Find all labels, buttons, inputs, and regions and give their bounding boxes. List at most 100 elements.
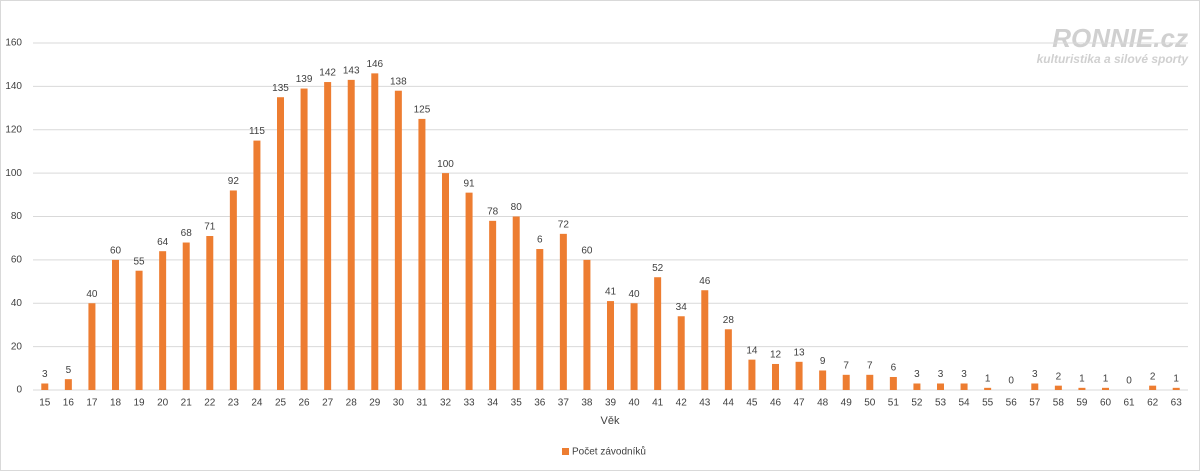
x-tick-label: 40	[629, 398, 641, 409]
bar	[347, 79, 355, 391]
x-tick-label: 16	[63, 398, 75, 409]
bar	[819, 370, 827, 390]
data-label: 3	[1032, 369, 1038, 380]
bar	[206, 236, 214, 390]
data-label: 3	[938, 369, 944, 380]
bar	[229, 190, 237, 390]
data-label: 143	[343, 66, 360, 77]
x-tick-label: 47	[794, 398, 806, 409]
data-label: 7	[867, 360, 873, 371]
x-tick-label: 25	[275, 398, 287, 409]
x-tick-label: 20	[157, 398, 169, 409]
data-label: 78	[487, 206, 499, 217]
x-tick-label: 22	[204, 398, 216, 409]
data-label: 6	[537, 235, 543, 246]
x-tick-label: 55	[982, 398, 994, 409]
watermark-subtitle: kulturistika a silové sporty	[1037, 52, 1190, 66]
data-label: 0	[1126, 376, 1132, 387]
data-label: 135	[272, 83, 289, 94]
bar	[159, 251, 167, 390]
data-label: 64	[157, 237, 169, 248]
x-tick-label: 61	[1124, 398, 1136, 409]
data-label: 125	[414, 105, 431, 116]
x-tick-label: 51	[888, 398, 900, 409]
data-label: 0	[1008, 376, 1014, 387]
x-tick-label: 34	[487, 398, 499, 409]
data-label: 40	[629, 289, 641, 300]
bar	[559, 233, 567, 390]
bar	[654, 277, 662, 390]
x-tick-label: 48	[817, 398, 829, 409]
bar	[1054, 385, 1062, 390]
bar	[465, 192, 473, 390]
x-axis-label: Věk	[601, 415, 620, 427]
data-label: 115	[249, 126, 265, 137]
watermark-title: RONNIE.cz	[1052, 23, 1188, 53]
x-tick-label: 41	[652, 398, 664, 409]
data-label: 55	[134, 256, 146, 267]
x-tick-label: 33	[464, 398, 476, 409]
data-label: 71	[204, 222, 216, 233]
bar	[41, 383, 49, 390]
data-label: 3	[42, 369, 48, 380]
data-label: 1	[985, 373, 991, 384]
y-tick-label: 160	[5, 38, 22, 49]
x-tick-label: 38	[581, 398, 593, 409]
data-label: 6	[891, 363, 897, 374]
x-tick-label: 50	[864, 398, 876, 409]
x-tick-label: 35	[511, 398, 523, 409]
x-tick-label: 43	[699, 398, 711, 409]
data-label: 92	[228, 176, 240, 187]
data-label: 80	[511, 202, 523, 213]
data-label: 60	[110, 246, 122, 257]
bar	[324, 82, 332, 390]
data-label: 5	[66, 365, 72, 376]
data-label: 28	[723, 315, 735, 326]
bar	[489, 220, 497, 390]
bar	[583, 259, 591, 390]
bar	[1078, 387, 1086, 390]
bar	[64, 379, 72, 390]
x-tick-label: 23	[228, 398, 240, 409]
y-tick-label: 20	[11, 341, 23, 352]
x-tick-label: 28	[346, 398, 358, 409]
bar	[701, 290, 709, 390]
bar	[842, 374, 850, 390]
x-tick-label: 60	[1100, 398, 1112, 409]
y-tick-label: 100	[5, 168, 22, 179]
y-tick-label: 80	[11, 211, 23, 222]
bar	[1172, 387, 1180, 390]
x-tick-label: 18	[110, 398, 122, 409]
data-label: 41	[605, 287, 617, 298]
x-tick-label: 32	[440, 398, 452, 409]
x-tick-label: 31	[416, 398, 428, 409]
data-label: 91	[464, 178, 476, 189]
x-tick-label: 30	[393, 398, 405, 409]
bar	[889, 376, 897, 390]
data-label: 3	[961, 369, 967, 380]
y-tick-label: 0	[16, 385, 22, 396]
data-label: 2	[1056, 371, 1062, 382]
x-tick-label: 54	[959, 398, 971, 409]
bar	[536, 249, 544, 390]
data-label: 46	[699, 276, 711, 287]
bar	[253, 140, 261, 390]
bar	[960, 383, 968, 390]
bar	[277, 97, 284, 390]
data-label: 14	[746, 345, 758, 356]
x-tick-label: 29	[369, 398, 381, 409]
y-tick-label: 60	[11, 255, 23, 266]
bar	[1149, 385, 1157, 390]
data-label: 40	[86, 289, 98, 300]
x-tick-label: 24	[251, 398, 263, 409]
x-tick-label: 52	[911, 398, 923, 409]
x-tick-label: 36	[534, 398, 546, 409]
x-tick-label: 19	[134, 398, 146, 409]
x-tick-label: 42	[676, 398, 688, 409]
legend-label: Počet závodníků	[572, 446, 646, 458]
x-tick-label: 39	[605, 398, 617, 409]
x-tick-label: 45	[746, 398, 758, 409]
data-label: 1	[1173, 373, 1179, 384]
